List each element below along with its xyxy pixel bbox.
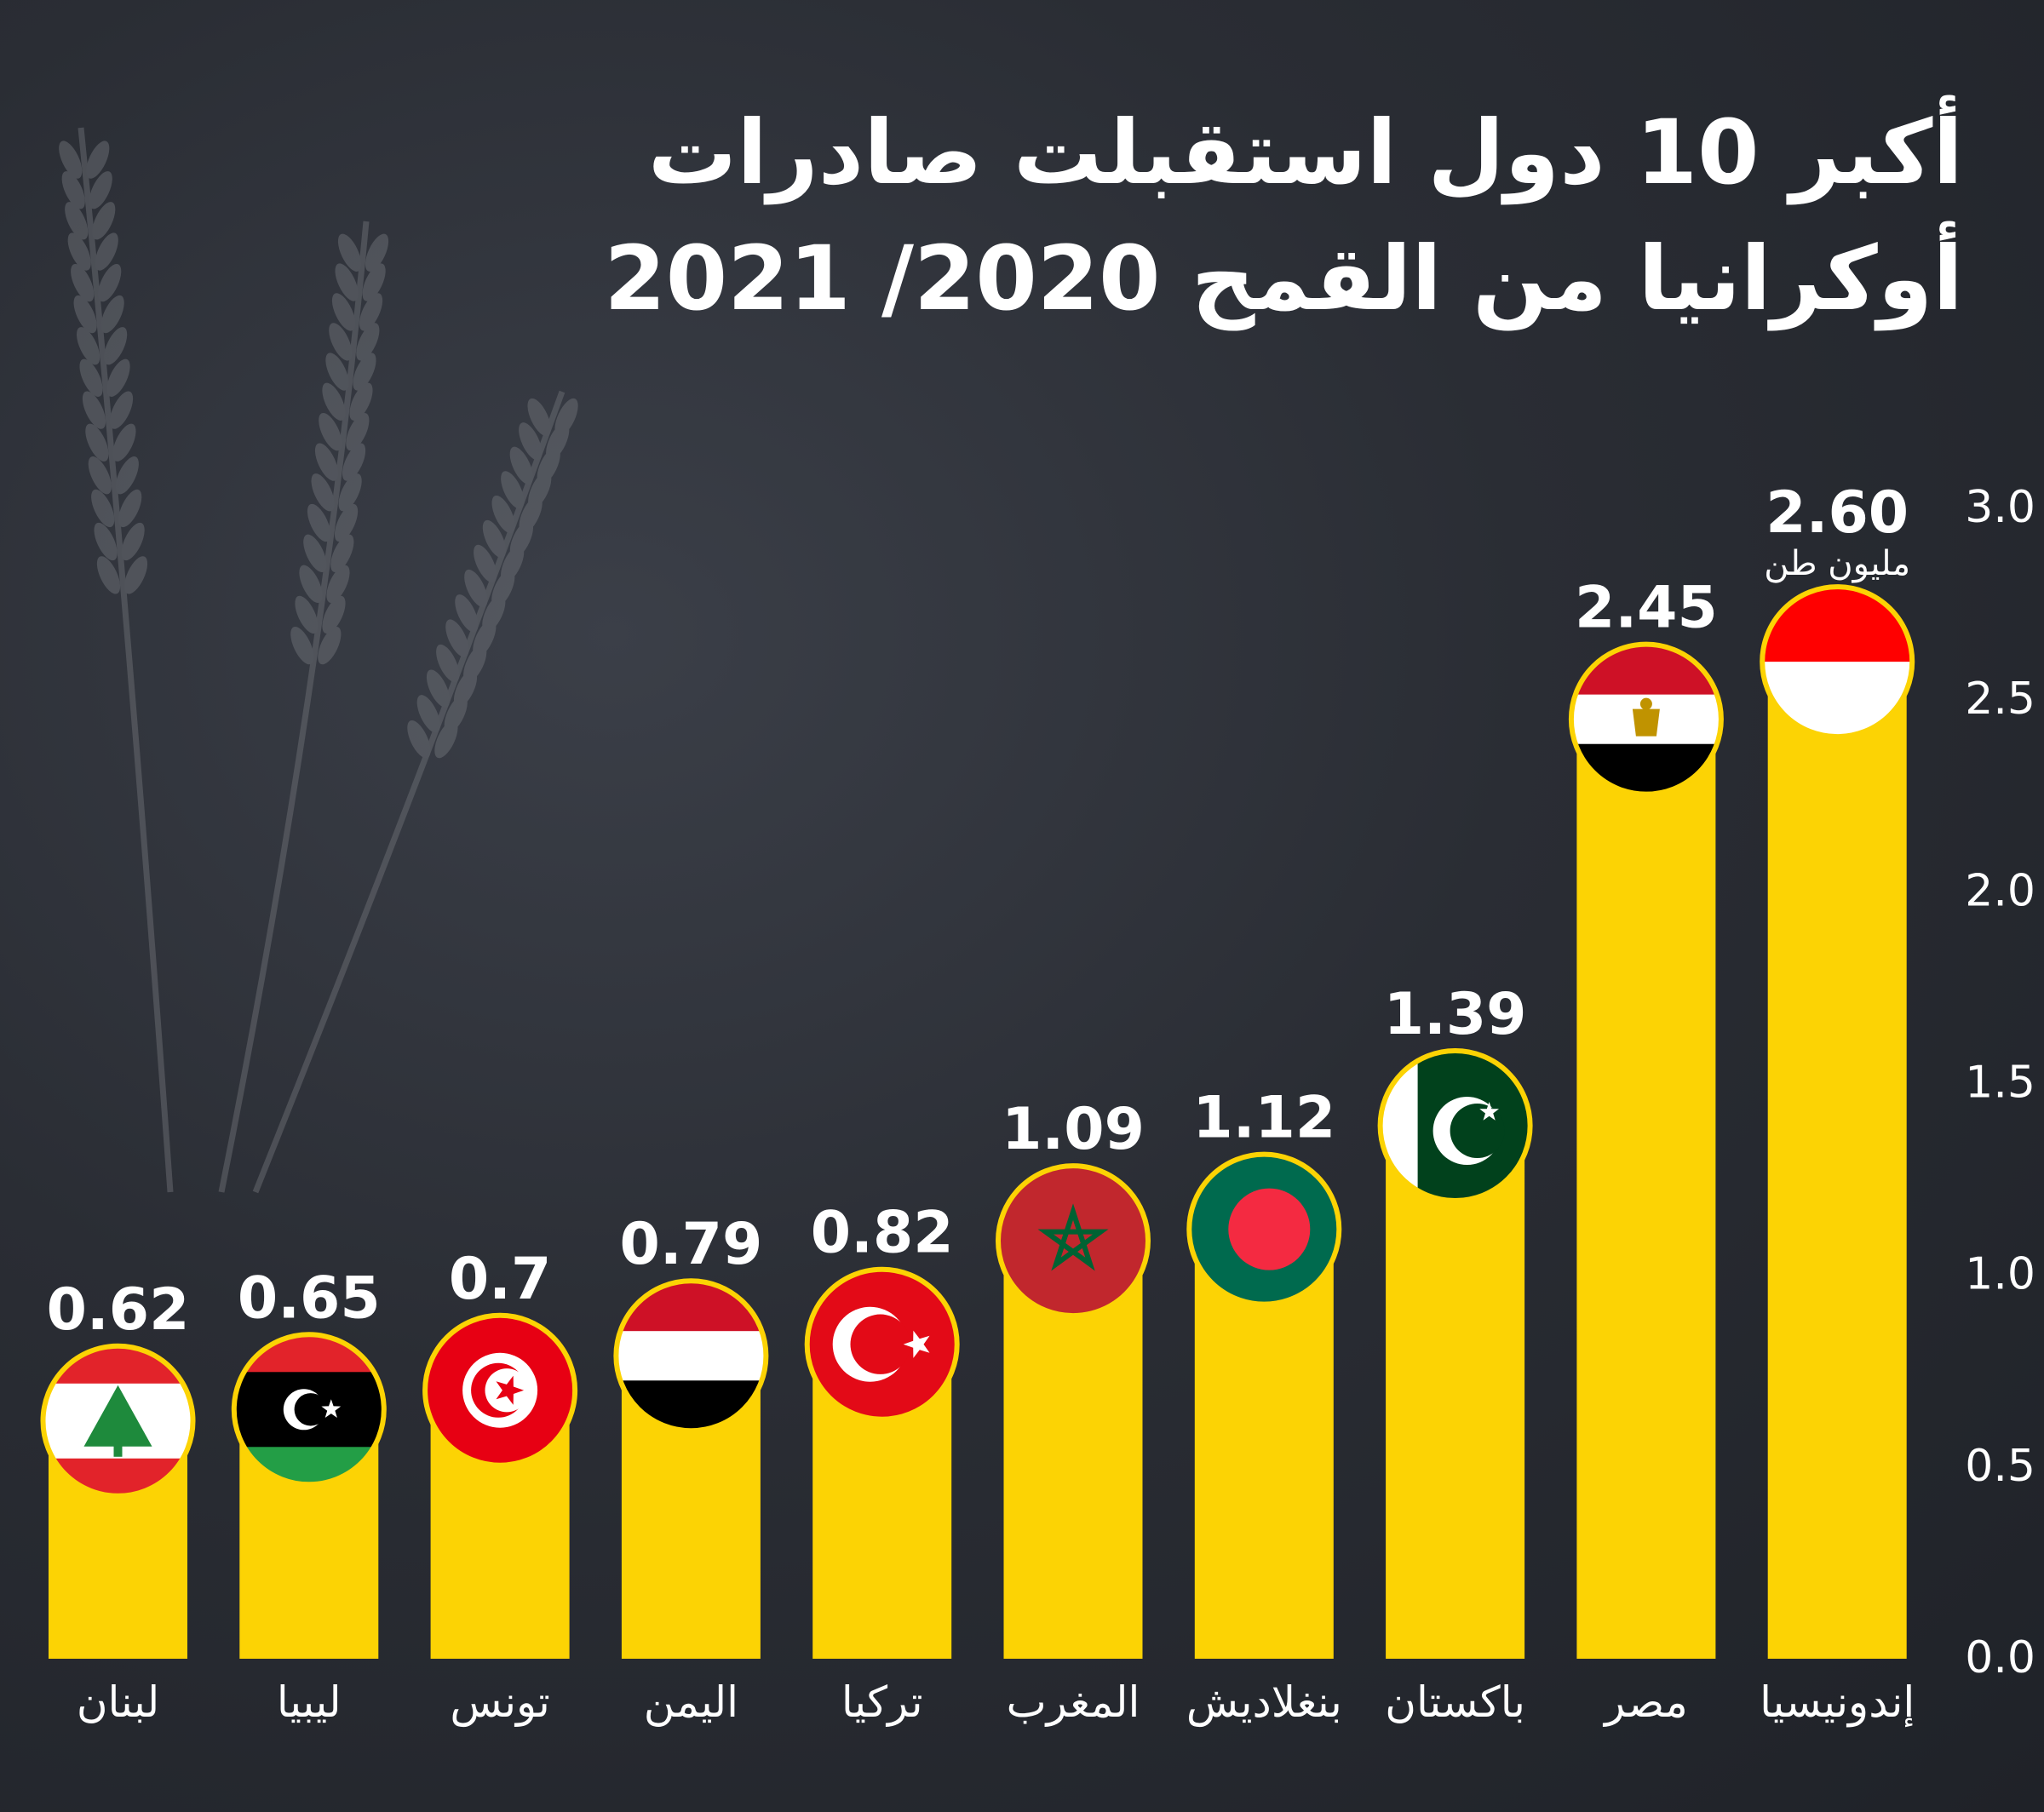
bar-group: 0.7 تونس xyxy=(422,1246,578,1727)
category-label: بنغلاديش xyxy=(1186,1677,1342,1727)
category-label: إندونيسيا xyxy=(1760,1677,1915,1728)
wheat-stalk-icon xyxy=(218,221,389,1193)
category-label: اليمن xyxy=(644,1677,738,1727)
y-tick-label: 2.5 xyxy=(1965,674,2035,725)
chart-title-line-1: أكبر 10 دول استقبلت صادرات xyxy=(647,100,1963,204)
bar-group: 1.09 المغرب xyxy=(996,1096,1151,1727)
category-label: باكستان xyxy=(1385,1677,1525,1727)
value-label: 1.09 xyxy=(1002,1096,1145,1163)
bar-group: 0.79 اليمن xyxy=(613,1211,769,1727)
category-label: تونس xyxy=(450,1677,549,1727)
bar-group: 1.12 بنغلاديش xyxy=(1186,1085,1342,1727)
y-tick-label: 3.0 xyxy=(1965,482,2035,533)
chart-title-line-2: أوكرانيا من القمح 2020/ 2021 xyxy=(604,226,1963,330)
libya-flag-icon xyxy=(231,1332,387,1488)
wheat-stalk-icon xyxy=(252,390,578,1194)
pakistan-flag-icon xyxy=(1377,1048,1533,1204)
egypt-flag-icon xyxy=(1568,641,1724,797)
bar xyxy=(1767,662,1907,1660)
value-label: 0.62 xyxy=(47,1276,190,1344)
category-label: المغرب xyxy=(1007,1677,1140,1727)
value-label: 2.45 xyxy=(1575,575,1718,642)
wheat-stalk-icon xyxy=(59,127,174,1193)
morocco-flag-icon xyxy=(996,1163,1151,1319)
bar-group: 1.39 باكستان xyxy=(1377,981,1533,1727)
bar xyxy=(1386,1126,1525,1659)
category-label: تركيا xyxy=(841,1677,923,1727)
bar xyxy=(1576,719,1716,1659)
bar-group: 0.65 ليبيا xyxy=(231,1264,387,1727)
y-tick-label: 0.5 xyxy=(1965,1441,2035,1492)
y-tick-label: 2.0 xyxy=(1965,865,2035,916)
chart-title: أكبر 10 دول استقبلت صادرات أوكرانيا من ا… xyxy=(604,89,1963,341)
bangladesh-flag-icon xyxy=(1186,1151,1342,1307)
bar-group: 2.45 مصر xyxy=(1568,575,1724,1727)
bar-group: 0.62 لبنان xyxy=(40,1276,196,1727)
category-label: مصر xyxy=(1602,1677,1688,1727)
value-label: 1.12 xyxy=(1192,1085,1335,1152)
y-tick-label: 1.5 xyxy=(1965,1058,2035,1109)
value-label: 0.82 xyxy=(811,1200,954,1267)
category-label: لبنان xyxy=(77,1677,159,1727)
yemen-flag-icon xyxy=(613,1278,769,1434)
lebanon-flag-icon xyxy=(40,1343,196,1499)
tunisia-flag-icon xyxy=(422,1312,578,1468)
unit-label: مليون طن xyxy=(1764,544,1910,583)
y-axis: 0.0 0.5 1.0 1.5 2.0 2.5 3.0 xyxy=(1965,482,2035,1683)
y-tick-label: 0.0 xyxy=(1965,1632,2035,1683)
value-label: 0.7 xyxy=(449,1246,551,1313)
value-label: 0.79 xyxy=(620,1211,763,1278)
value-label: 2.60 xyxy=(1766,479,1909,547)
category-label: ليبيا xyxy=(277,1677,342,1727)
value-label: 0.65 xyxy=(238,1264,381,1332)
turkey-flag-icon xyxy=(804,1266,960,1422)
indonesia-flag-icon xyxy=(1760,584,1915,740)
y-tick-label: 1.0 xyxy=(1965,1249,2035,1300)
bar-group: 0.82 تركيا xyxy=(804,1200,960,1727)
value-label: 1.39 xyxy=(1384,981,1527,1048)
